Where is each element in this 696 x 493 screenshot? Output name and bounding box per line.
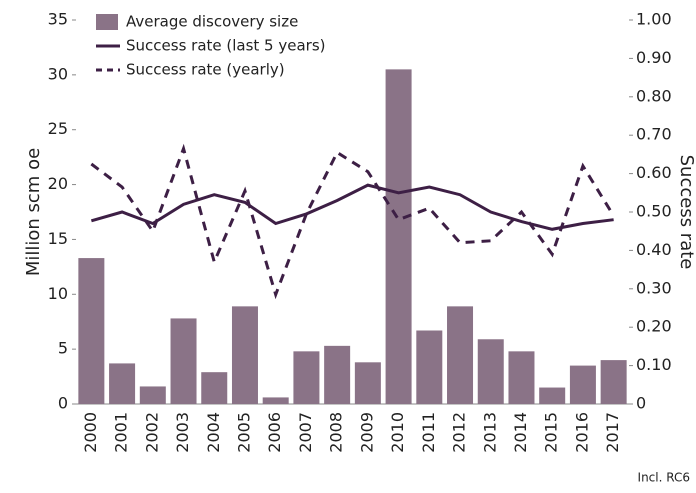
legend-label: Average discovery size bbox=[126, 13, 298, 31]
x-tick-label: 2013 bbox=[480, 412, 499, 453]
y2-tick-label: 0.10 bbox=[636, 355, 672, 374]
x-tick-label: 2011 bbox=[419, 412, 438, 453]
x-tick-label: 2009 bbox=[357, 412, 376, 453]
bar bbox=[600, 360, 627, 404]
y2-tick-label: 0.30 bbox=[636, 278, 672, 297]
bar bbox=[262, 397, 289, 404]
x-tick-label: 2016 bbox=[572, 412, 591, 453]
legend-swatch bbox=[96, 14, 118, 30]
x-tick-label: 2008 bbox=[327, 412, 346, 453]
bar bbox=[109, 363, 136, 404]
y2-tick-label: 0 bbox=[636, 394, 646, 413]
x-tick-label: 2012 bbox=[450, 412, 469, 453]
legend-label: Success rate (last 5 years) bbox=[126, 37, 326, 55]
y2-tick-label: 0.20 bbox=[636, 317, 672, 336]
bar bbox=[539, 387, 566, 404]
y-tick-label: 20 bbox=[48, 174, 68, 193]
y2-tick-label: 0.70 bbox=[636, 125, 672, 144]
bar bbox=[447, 306, 474, 404]
y-tick-label: 15 bbox=[48, 229, 68, 248]
y-tick-label: 30 bbox=[48, 64, 68, 83]
y-axis-label: Million scm oe bbox=[23, 148, 44, 276]
y-tick-label: 35 bbox=[48, 10, 68, 29]
bar bbox=[170, 318, 197, 404]
x-tick-label: 2017 bbox=[603, 412, 622, 453]
x-tick-label: 2014 bbox=[511, 412, 530, 453]
line bbox=[90, 183, 614, 231]
legend-label: Success rate (yearly) bbox=[126, 61, 285, 79]
bar bbox=[416, 330, 443, 404]
y-tick-label: 10 bbox=[48, 284, 68, 303]
note: Incl. RC6 bbox=[638, 471, 690, 485]
bar bbox=[324, 345, 351, 404]
x-tick-label: 2001 bbox=[112, 412, 131, 453]
x-tick-label: 2002 bbox=[142, 412, 161, 453]
bar bbox=[78, 258, 105, 404]
line bbox=[90, 143, 615, 300]
y2-tick-label: 0.60 bbox=[636, 163, 672, 182]
x-tick-label: 2003 bbox=[173, 412, 192, 453]
bar bbox=[477, 339, 504, 404]
x-tick-label: 2005 bbox=[234, 412, 253, 453]
y2-tick-label: 0.50 bbox=[636, 202, 672, 221]
x-tick-label: 2007 bbox=[296, 412, 315, 453]
x-tick-label: 2006 bbox=[265, 412, 284, 453]
y2-axis-label: Success rate bbox=[676, 155, 696, 270]
bar bbox=[354, 362, 381, 404]
x-tick-label: 2004 bbox=[204, 412, 223, 453]
y-tick-label: 5 bbox=[58, 339, 68, 358]
bar bbox=[139, 386, 166, 404]
y2-tick-label: 1.00 bbox=[636, 10, 672, 29]
y2-tick-label: 0.80 bbox=[636, 86, 672, 105]
bar bbox=[201, 372, 228, 404]
x-tick-label: 2010 bbox=[388, 412, 407, 453]
y-tick-label: 0 bbox=[58, 394, 68, 413]
y2-tick-label: 0.40 bbox=[636, 240, 672, 259]
x-tick-label: 2015 bbox=[542, 412, 561, 453]
bar bbox=[293, 351, 320, 404]
y-tick-label: 25 bbox=[48, 119, 68, 138]
x-tick-label: 2000 bbox=[81, 412, 100, 453]
y2-tick-label: 0.90 bbox=[636, 48, 672, 67]
bar bbox=[385, 69, 412, 404]
bar bbox=[508, 351, 535, 404]
bar bbox=[231, 306, 258, 404]
bar bbox=[569, 365, 596, 404]
